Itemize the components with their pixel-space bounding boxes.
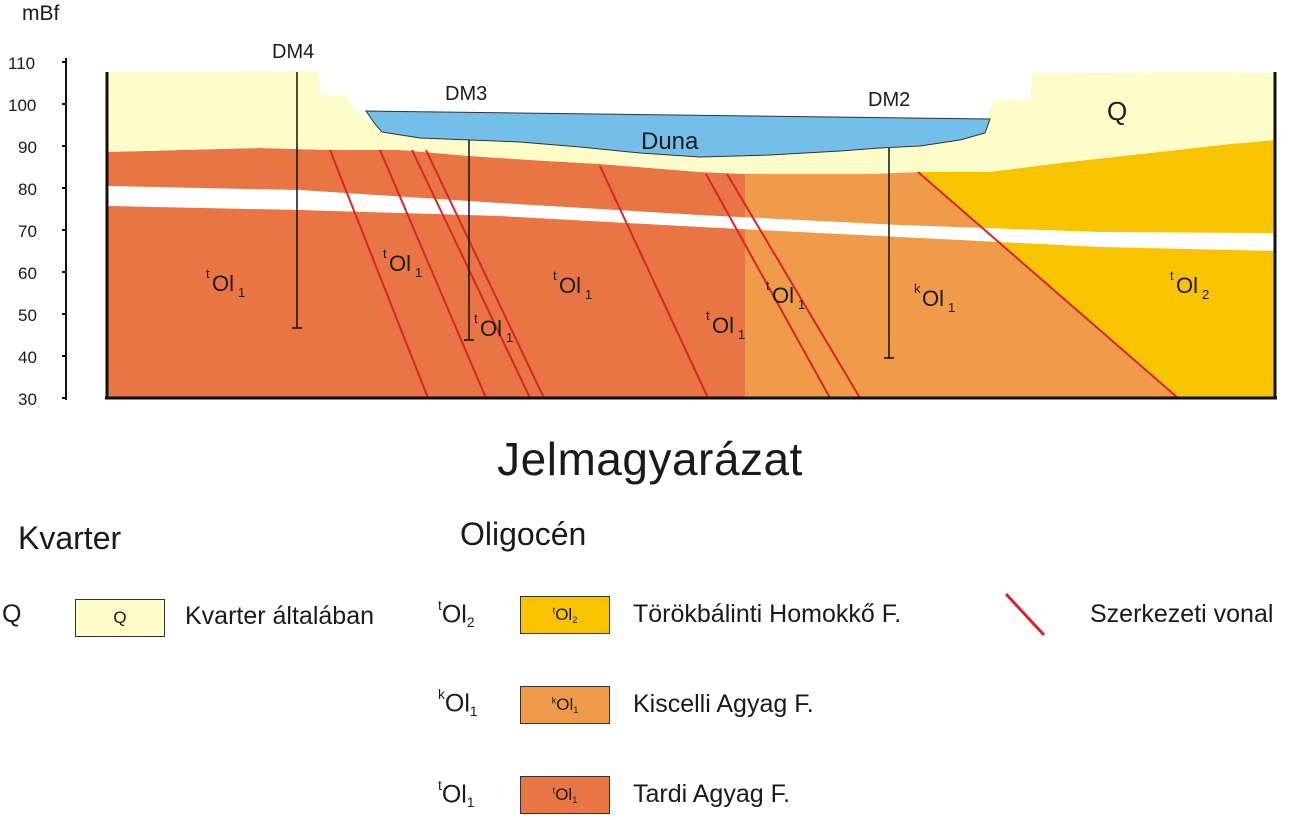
svg-text:1: 1 [415, 265, 422, 280]
svg-text:Ol: Ol [389, 251, 411, 276]
svg-text:Ol: Ol [1176, 273, 1198, 298]
torokbalint-sandstone-unit [918, 140, 1275, 398]
unit-label-kol1: k Ol 1 [914, 281, 955, 315]
unit-label-tol1: t Ol 1 [474, 311, 513, 345]
unit-label-tol1: t Ol 1 [706, 308, 745, 342]
group-heading-oligocen: Oligocén [460, 516, 587, 552]
svg-text:t: t [553, 268, 557, 283]
legend-code-q: Q [2, 600, 22, 628]
legend-label-fault: Szerkezeti vonal [1090, 600, 1274, 628]
svg-text:1: 1 [798, 297, 805, 312]
unit-label-tol1: t Ol 1 [383, 246, 422, 280]
quaternary-unit [107, 71, 1275, 174]
y-axis: mBf 110 100 90 80 70 60 50 40 30 [8, 2, 66, 409]
svg-text:1: 1 [585, 287, 592, 302]
legend-swatch-kol1: kOl1 [520, 686, 610, 724]
y-tick-label: 40 [18, 348, 37, 367]
legend-code-kol1: kOl1 [438, 687, 478, 720]
svg-text:t: t [1170, 268, 1174, 283]
y-tick-label: 30 [18, 390, 37, 409]
legend-code-tol2: tOl2 [438, 598, 475, 631]
well-label-dm3: DM3 [445, 83, 487, 105]
svg-text:2: 2 [1202, 287, 1209, 302]
svg-text:t: t [706, 308, 710, 323]
unit-label-tol1: t Ol 1 [553, 268, 592, 302]
svg-text:t: t [206, 266, 210, 281]
fault-line [599, 165, 709, 399]
fault-line [917, 171, 1179, 399]
svg-text:Ol: Ol [922, 286, 944, 311]
well-label-dm4: DM4 [272, 41, 314, 63]
svg-text:Ol: Ol [212, 271, 234, 296]
well-label-dm2: DM2 [868, 89, 910, 111]
unit-label-tol2: t Ol 2 [1170, 268, 1209, 302]
group-heading-kvarter: Kvarter [18, 520, 122, 556]
svg-text:Ol: Ol [559, 273, 581, 298]
y-tick-label: 110 [8, 54, 35, 73]
svg-text:1: 1 [948, 300, 955, 315]
legend-title: Jelmagyarázat [497, 433, 803, 485]
stratigraphic-band [107, 186, 1275, 251]
legend-code-tol1: tOl1 [438, 778, 475, 811]
svg-text:k: k [914, 281, 921, 296]
geologic-cross-section: mBf 110 100 90 80 70 60 50 40 30 DM4 DM3… [8, 2, 1277, 409]
y-tick-label: 90 [18, 138, 37, 157]
fault-line [726, 173, 861, 399]
svg-text:t: t [383, 246, 387, 261]
legend-label-kol1: Kiscelli Agyag F. [633, 690, 814, 718]
fault-line [705, 173, 831, 399]
legend-fault-symbol [1004, 592, 1046, 637]
fault-lines [329, 149, 1179, 399]
svg-text:1: 1 [506, 330, 513, 345]
legend-swatch-tol1: tOl1 [520, 776, 610, 814]
y-tick-label: 60 [18, 264, 37, 283]
legend-label-tol1: Tardi Agyag F. [633, 780, 791, 808]
unit-label-q: Q [1107, 96, 1127, 126]
y-tick-label: 50 [18, 306, 37, 325]
fault-line [425, 149, 545, 399]
svg-text:t: t [474, 311, 478, 326]
svg-text:1: 1 [238, 285, 245, 300]
unit-label-tol1: t Ol 1 [206, 266, 245, 300]
svg-text:Ol: Ol [480, 316, 502, 341]
svg-text:1: 1 [738, 327, 745, 342]
fault-line [411, 149, 531, 399]
svg-text:Ol: Ol [772, 283, 794, 308]
legend-swatch-q: Q [75, 599, 165, 637]
danube-water [365, 110, 991, 158]
legend-label-tol2: Törökbálinti Homokkő F. [633, 600, 902, 628]
svg-text:Ol: Ol [712, 313, 734, 338]
y-tick-label: 70 [18, 222, 37, 241]
legend-swatch-tol2: tOl2 [520, 596, 610, 634]
y-axis-unit: mBf [22, 2, 60, 25]
river-label: Duna [641, 128, 699, 155]
y-tick-label: 80 [18, 180, 37, 199]
legend-label-q: Kvarter általában [185, 602, 375, 630]
fault-line [329, 149, 429, 399]
fault-line [379, 149, 487, 399]
y-tick-label: 100 [8, 96, 36, 115]
section-frame [105, 72, 1277, 400]
boreholes [292, 72, 894, 359]
unit-label-tol1: t Ol 1 [766, 278, 805, 312]
svg-text:t: t [766, 278, 770, 293]
